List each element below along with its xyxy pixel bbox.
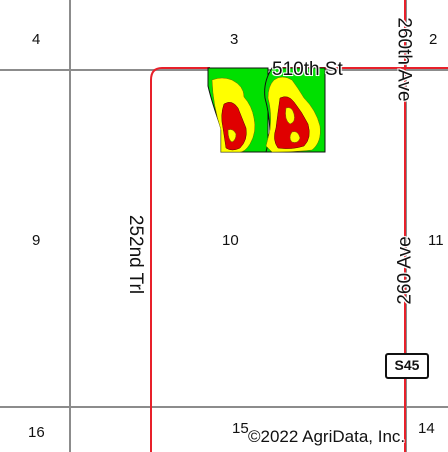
yield-zone-mid-right-pocket	[285, 107, 295, 125]
section-number-14: 14	[418, 420, 435, 437]
yield-zone-low-left	[221, 101, 247, 151]
road-label-260-ave: 260 Ave	[394, 236, 416, 305]
section-number-9: 9	[32, 232, 41, 249]
section-number-3: 3	[230, 31, 239, 48]
section-number-10: 10	[222, 232, 239, 249]
section-number-2: 2	[429, 31, 438, 48]
road-label-252nd-trl: 252nd Trl	[125, 214, 147, 295]
road-252nd-trl	[150, 67, 210, 452]
section-number-16: 16	[28, 424, 45, 441]
yield-field	[207, 67, 326, 153]
road-label-260th-ave: 260th Ave	[393, 17, 415, 102]
section-number-11: 11	[428, 232, 444, 249]
route-shield-s45: S45	[385, 353, 429, 379]
copyright-notice: ©2022 AgriData, Inc.	[248, 427, 406, 446]
section-number-15: 15	[232, 420, 249, 437]
yield-zone-mid-left-pocket	[227, 129, 237, 143]
road-label-510th-st: 510th St	[272, 59, 343, 80]
yield-zone-mid-right-pocket-2	[289, 131, 301, 143]
section-number-4: 4	[32, 31, 41, 48]
